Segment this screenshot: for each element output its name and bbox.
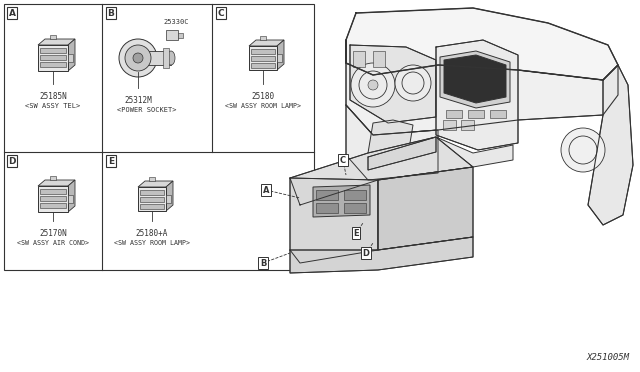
Bar: [140, 190, 164, 195]
Text: E: E: [108, 157, 114, 166]
Bar: [50, 176, 56, 180]
Bar: [38, 45, 68, 71]
Text: <SW ASSY AIR COND>: <SW ASSY AIR COND>: [17, 240, 89, 246]
Bar: [166, 195, 171, 203]
Polygon shape: [290, 237, 473, 273]
Bar: [40, 203, 66, 208]
Bar: [68, 195, 73, 203]
Text: C: C: [218, 9, 224, 17]
Bar: [163, 48, 169, 68]
Bar: [40, 196, 66, 201]
Text: A: A: [263, 186, 269, 195]
Polygon shape: [313, 185, 370, 217]
Polygon shape: [440, 51, 510, 108]
Bar: [140, 197, 164, 202]
Bar: [68, 54, 73, 62]
Bar: [138, 187, 166, 211]
Polygon shape: [68, 180, 75, 212]
Bar: [38, 186, 68, 212]
Bar: [353, 51, 365, 67]
Text: <SW ASSY ROOM LAMP>: <SW ASSY ROOM LAMP>: [225, 103, 301, 109]
Text: D: D: [8, 157, 16, 166]
Polygon shape: [138, 181, 173, 187]
Text: E: E: [353, 228, 359, 237]
Bar: [166, 30, 178, 40]
Bar: [249, 46, 277, 70]
Polygon shape: [368, 120, 413, 160]
Bar: [178, 33, 183, 38]
Polygon shape: [290, 137, 473, 205]
Text: X251005M: X251005M: [587, 353, 630, 362]
Text: C: C: [340, 155, 346, 164]
Circle shape: [119, 39, 157, 77]
Bar: [251, 49, 275, 54]
Circle shape: [359, 71, 387, 99]
Text: D: D: [362, 248, 369, 257]
Text: B: B: [108, 9, 115, 17]
Bar: [461, 120, 474, 130]
Text: 25185N: 25185N: [39, 92, 67, 101]
Circle shape: [125, 45, 151, 71]
Bar: [40, 48, 66, 53]
Polygon shape: [444, 55, 506, 103]
Circle shape: [395, 65, 431, 101]
Circle shape: [368, 80, 378, 90]
Bar: [443, 120, 456, 130]
Bar: [4, 4, 314, 270]
Polygon shape: [346, 8, 618, 80]
Polygon shape: [68, 39, 75, 71]
Circle shape: [561, 128, 605, 172]
Bar: [140, 204, 164, 209]
Polygon shape: [346, 40, 618, 135]
Circle shape: [351, 63, 395, 107]
Bar: [147, 51, 171, 65]
Text: B: B: [260, 259, 266, 267]
Polygon shape: [346, 105, 438, 180]
Polygon shape: [38, 180, 75, 186]
Bar: [50, 35, 56, 39]
Bar: [468, 110, 484, 118]
Bar: [344, 203, 366, 213]
Polygon shape: [350, 45, 436, 123]
Bar: [260, 36, 266, 40]
Bar: [251, 63, 275, 68]
Bar: [40, 62, 66, 67]
Polygon shape: [436, 40, 518, 150]
Bar: [316, 203, 338, 213]
Bar: [277, 54, 282, 62]
Bar: [149, 177, 155, 181]
Polygon shape: [38, 39, 75, 45]
Text: <SW ASSY ROOM LAMP>: <SW ASSY ROOM LAMP>: [114, 240, 190, 246]
Polygon shape: [378, 167, 473, 250]
Text: 25330C: 25330C: [163, 19, 189, 25]
Bar: [40, 55, 66, 60]
Circle shape: [133, 53, 143, 63]
Text: 25312M: 25312M: [124, 96, 152, 105]
Bar: [344, 190, 366, 200]
Bar: [316, 190, 338, 200]
Polygon shape: [290, 178, 378, 263]
Polygon shape: [277, 40, 284, 70]
Polygon shape: [436, 137, 513, 167]
Text: 25180: 25180: [252, 92, 275, 101]
Ellipse shape: [167, 51, 175, 65]
Polygon shape: [166, 181, 173, 211]
Bar: [446, 110, 462, 118]
Text: A: A: [8, 9, 15, 17]
Text: 25170N: 25170N: [39, 229, 67, 238]
Text: <SW ASSY TEL>: <SW ASSY TEL>: [26, 103, 81, 109]
Polygon shape: [588, 65, 633, 225]
Text: <POWER SOCKET>: <POWER SOCKET>: [117, 107, 177, 113]
Circle shape: [569, 136, 597, 164]
Bar: [373, 51, 385, 67]
Text: 25180+A: 25180+A: [136, 229, 168, 238]
Bar: [490, 110, 506, 118]
Polygon shape: [249, 40, 284, 46]
Circle shape: [402, 72, 424, 94]
Polygon shape: [368, 137, 436, 170]
Bar: [40, 189, 66, 194]
Bar: [251, 56, 275, 61]
